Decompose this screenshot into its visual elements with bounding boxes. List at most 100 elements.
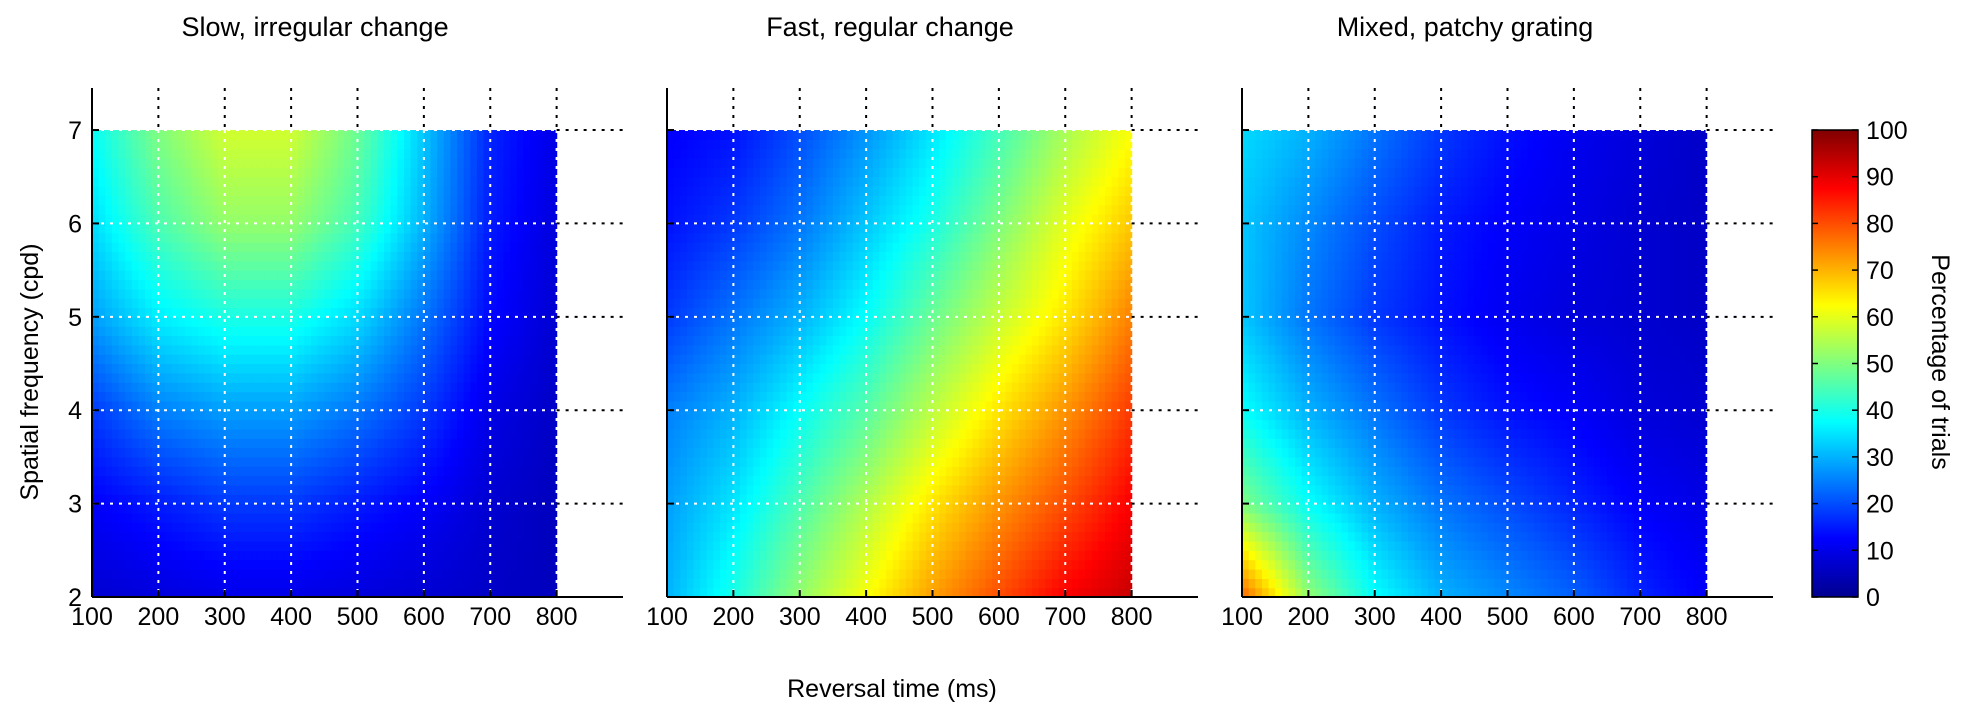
heatmap-cell xyxy=(483,559,491,570)
heatmap-cell xyxy=(291,419,299,430)
heatmap-cell xyxy=(105,503,113,514)
heatmap-cell xyxy=(178,158,186,168)
heatmap-cell xyxy=(350,288,359,299)
heatmap-cell xyxy=(549,503,558,514)
heatmap-cell xyxy=(304,410,312,421)
heatmap-cell xyxy=(317,288,325,299)
heatmap-cell xyxy=(700,148,708,159)
heatmap-cell xyxy=(350,382,359,393)
heatmap-cell xyxy=(218,195,226,206)
heatmap-cell xyxy=(384,475,392,486)
heatmap-cell xyxy=(330,298,339,309)
heatmap-cell xyxy=(516,307,525,318)
heatmap-cell xyxy=(397,195,405,206)
heatmap-cell xyxy=(759,158,768,168)
heatmap-cell xyxy=(257,494,266,505)
heatmap-cell xyxy=(549,326,558,337)
heatmap-cell xyxy=(483,456,491,467)
heatmap-cell xyxy=(184,158,193,168)
heatmap-cell xyxy=(759,475,768,486)
heatmap-cell xyxy=(191,428,199,439)
heatmap-cell xyxy=(357,307,365,318)
heatmap-cell xyxy=(470,186,478,196)
heatmap-cell xyxy=(713,260,721,271)
heatmap-cell xyxy=(92,232,100,243)
heatmap-cell xyxy=(706,176,715,187)
heatmap-cell xyxy=(673,503,681,514)
heatmap-cell xyxy=(523,270,531,281)
heatmap-cell xyxy=(151,186,159,196)
heatmap-cell xyxy=(693,559,701,570)
heatmap-cell xyxy=(839,438,847,449)
heatmap-cell xyxy=(773,148,781,159)
heatmap-cell xyxy=(357,438,365,449)
heatmap-cell xyxy=(92,223,100,234)
heatmap-cell xyxy=(496,298,505,309)
heatmap-cell xyxy=(304,550,312,561)
heatmap-cell xyxy=(813,391,821,402)
heatmap-cell xyxy=(483,260,491,271)
heatmap-cell xyxy=(238,550,246,561)
heatmap-cell xyxy=(549,316,558,327)
heatmap-cell xyxy=(496,568,505,579)
heatmap-cell xyxy=(244,354,252,365)
heatmap-cell xyxy=(680,540,688,551)
heatmap-cell xyxy=(145,484,153,495)
heatmap-cell xyxy=(766,242,774,253)
heatmap-cell xyxy=(437,354,445,365)
heatmap-cell xyxy=(98,214,106,225)
heatmap-cell xyxy=(799,550,807,561)
heatmap-cell xyxy=(746,428,754,439)
heatmap-cell xyxy=(510,578,518,589)
heatmap-cell xyxy=(740,466,748,477)
heatmap-cell xyxy=(832,363,841,374)
heatmap-cell xyxy=(746,148,754,159)
heatmap-cell xyxy=(503,158,511,168)
heatmap-cell xyxy=(264,447,272,458)
heatmap-cell xyxy=(476,326,485,337)
heatmap-cell xyxy=(118,419,126,430)
heatmap-cell xyxy=(291,326,299,337)
heatmap-cell xyxy=(470,363,478,374)
heatmap-cell xyxy=(364,559,372,570)
heatmap-cell xyxy=(218,307,226,318)
heatmap-cell xyxy=(337,494,345,505)
heatmap-cell xyxy=(364,466,372,477)
heatmap-cell xyxy=(746,242,754,253)
heatmap-cell xyxy=(759,512,768,523)
heatmap-cell xyxy=(476,419,485,430)
heatmap-cell xyxy=(746,419,754,430)
heatmap-cell xyxy=(330,578,339,589)
heatmap-cell xyxy=(297,484,305,495)
heatmap-cell xyxy=(337,279,345,290)
heatmap-cell xyxy=(271,494,279,505)
heatmap-cell xyxy=(423,307,432,318)
heatmap-cell xyxy=(503,167,511,178)
heatmap-cell xyxy=(693,354,701,365)
heatmap-cell xyxy=(740,372,748,383)
heatmap-cell xyxy=(437,447,445,458)
heatmap-cell xyxy=(673,158,681,168)
heatmap-cell xyxy=(111,214,120,225)
heatmap-cell xyxy=(832,494,841,505)
heatmap-cell xyxy=(92,288,100,299)
heatmap-cell xyxy=(377,568,385,579)
heatmap-cell xyxy=(131,400,140,411)
heatmap-cell xyxy=(377,326,385,337)
heatmap-cell xyxy=(549,214,558,225)
heatmap-cell xyxy=(543,568,551,579)
heatmap-cell xyxy=(806,372,814,383)
heatmap-cell xyxy=(171,214,179,225)
heatmap-cell xyxy=(364,354,372,365)
heatmap-cell xyxy=(733,428,741,439)
heatmap-cell xyxy=(251,288,259,299)
heatmap-cell xyxy=(311,438,319,449)
heatmap-cell xyxy=(417,447,425,458)
heatmap-cell xyxy=(759,428,768,439)
heatmap-cell xyxy=(238,484,246,495)
heatmap-cell xyxy=(806,363,814,374)
heatmap-cell xyxy=(720,167,728,178)
heatmap-cell xyxy=(370,335,379,346)
heatmap-cell xyxy=(178,354,186,365)
heatmap-cell xyxy=(178,279,186,290)
